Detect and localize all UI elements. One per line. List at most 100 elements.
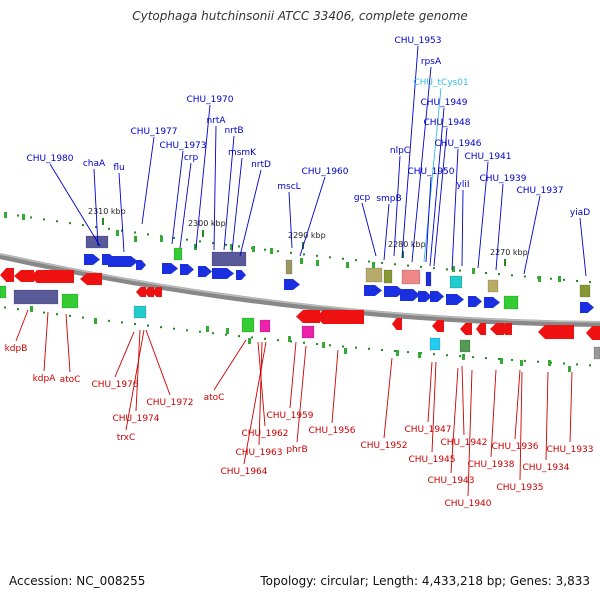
gene-label[interactable]: CHU_1947 xyxy=(404,425,451,435)
gene-label[interactable]: nrtB xyxy=(224,126,243,136)
ruler-dot xyxy=(134,323,136,326)
gene-label[interactable]: flu xyxy=(113,163,124,173)
ruler-dot xyxy=(212,242,214,245)
reverse-gene-arrow xyxy=(296,310,320,323)
ruler-dot xyxy=(160,326,162,329)
gene-label[interactable]: yiaD xyxy=(570,208,590,218)
ruler-label: 2280 kbp xyxy=(388,240,426,249)
gene-label[interactable]: trxC xyxy=(117,433,136,443)
ruler-dot xyxy=(277,339,279,342)
gene-label[interactable]: gcp xyxy=(354,193,371,203)
gene-label[interactable]: CHU_1973 xyxy=(159,141,206,151)
gene-label[interactable]: nrtD xyxy=(251,160,271,170)
gene-label[interactable]: CHU_1940 xyxy=(444,499,491,509)
topology-text: Topology: circular; Length: 4,433,218 bp… xyxy=(260,574,590,588)
reverse-gene-arrow xyxy=(538,325,574,339)
gene-label[interactable]: CHU_1953 xyxy=(394,36,441,46)
gene-label[interactable]: CHU_1933 xyxy=(546,445,593,455)
gene-label[interactable]: atoC xyxy=(60,375,81,385)
gene-label[interactable]: CHU_1956 xyxy=(308,426,355,436)
gene-leader-line xyxy=(258,341,263,446)
gene-label[interactable]: rpsA xyxy=(421,57,442,67)
gene-leader-line xyxy=(213,125,217,251)
gene-label[interactable]: yliI xyxy=(457,180,470,190)
gene-leader-line xyxy=(289,341,297,409)
gene-label[interactable]: CHU_1937 xyxy=(516,186,563,196)
gene-label[interactable]: smpB xyxy=(376,194,401,204)
forward-gene-box xyxy=(487,279,499,293)
minor-feature xyxy=(230,244,233,250)
forward-gene-arrow xyxy=(468,296,482,307)
gene-label[interactable]: CHU_1980 xyxy=(26,154,73,164)
minor-feature xyxy=(558,276,561,282)
reverse-gene-box xyxy=(241,317,255,333)
gene-label[interactable]: CHU_1977 xyxy=(130,127,177,137)
gene-label[interactable]: phrB xyxy=(286,445,307,455)
gene-label[interactable]: mscL xyxy=(277,182,300,192)
gene-label[interactable]: CHU_1941 xyxy=(464,152,511,162)
gene-label[interactable]: atoC xyxy=(204,393,225,403)
minor-feature xyxy=(206,326,209,332)
reverse-gene-box xyxy=(429,337,441,351)
minor-feature xyxy=(288,336,291,342)
reverse-gene-box xyxy=(593,346,600,360)
gene-label[interactable]: nlpC xyxy=(390,146,410,156)
gene-leader-line xyxy=(93,168,99,247)
ruler-dot xyxy=(17,214,19,217)
ruler-dot xyxy=(251,336,253,339)
gene-label[interactable]: CHU_1938 xyxy=(467,460,514,470)
gene-leader-line xyxy=(411,66,432,263)
gene-leader-line xyxy=(43,311,49,372)
gene-label[interactable]: CHU_1942 xyxy=(440,438,487,448)
ruler-dot xyxy=(238,245,240,248)
gene-leader-line xyxy=(427,361,433,423)
reverse-gene-arrow xyxy=(152,287,162,297)
gene-label[interactable]: nrtA xyxy=(206,116,226,126)
ruler-dot xyxy=(472,356,474,359)
reverse-gene-arrow xyxy=(144,287,154,297)
gene-label[interactable]: CHU_1952 xyxy=(360,441,407,451)
gene-label[interactable]: crp xyxy=(184,153,199,163)
minor-feature xyxy=(346,262,349,268)
gene-label[interactable]: CHU_1948 xyxy=(423,118,470,128)
forward-gene-arrow xyxy=(418,291,432,302)
ruler-dot xyxy=(43,311,45,314)
gene-label[interactable]: CHU_1935 xyxy=(496,483,543,493)
gene-label[interactable]: CHU_tCys01 xyxy=(413,78,468,88)
gene-label[interactable]: CHU_1949 xyxy=(420,98,467,108)
gene-label[interactable]: CHU_1946 xyxy=(434,139,481,149)
gene-label[interactable]: msmK xyxy=(228,148,257,158)
gene-label[interactable]: chaA xyxy=(83,159,106,169)
gene-label[interactable]: CHU_1960 xyxy=(301,167,348,177)
gene-label[interactable]: CHU_1963 xyxy=(235,448,282,458)
gene-label[interactable]: CHU_1974 xyxy=(112,414,159,424)
gene-label[interactable]: CHU_1976 xyxy=(91,380,138,390)
ruler-dot xyxy=(355,346,357,349)
gene-label[interactable]: CHU_1964 xyxy=(220,467,267,477)
gene-leader-line xyxy=(490,369,497,458)
gene-label[interactable]: CHU_1939 xyxy=(479,174,526,184)
reverse-gene-arrow xyxy=(30,270,74,283)
minor-feature xyxy=(322,342,325,348)
gene-label[interactable]: kdpB xyxy=(5,344,28,354)
ruler-dot xyxy=(121,321,123,324)
ruler-dot xyxy=(199,330,201,333)
gene-label[interactable]: CHU_1936 xyxy=(491,442,538,452)
gene-label[interactable]: CHU_1972 xyxy=(146,398,193,408)
ruler-dot xyxy=(342,257,344,260)
map-title: Cytophaga hutchinsonii ATCC 33406, compl… xyxy=(132,9,468,23)
gene-label[interactable]: CHU_1959 xyxy=(266,411,313,421)
gene-label[interactable]: CHU_1970 xyxy=(186,95,233,105)
gene-label[interactable]: CHU_1945 xyxy=(408,455,455,465)
ruler-dot xyxy=(524,275,526,278)
genome-backbone-highlight xyxy=(0,253,600,323)
gene-label[interactable]: CHU_1943 xyxy=(427,476,474,486)
ruler-dot xyxy=(56,313,58,316)
gene-leader-line xyxy=(423,87,442,263)
gene-label[interactable]: kdpA xyxy=(33,374,57,384)
gene-label[interactable]: CHU_1962 xyxy=(241,429,288,439)
gene-label[interactable]: CHU_1950 xyxy=(407,167,454,177)
reverse-gene-box xyxy=(259,319,271,333)
forward-gene-arrow xyxy=(484,297,500,308)
gene-label[interactable]: CHU_1934 xyxy=(522,463,569,473)
